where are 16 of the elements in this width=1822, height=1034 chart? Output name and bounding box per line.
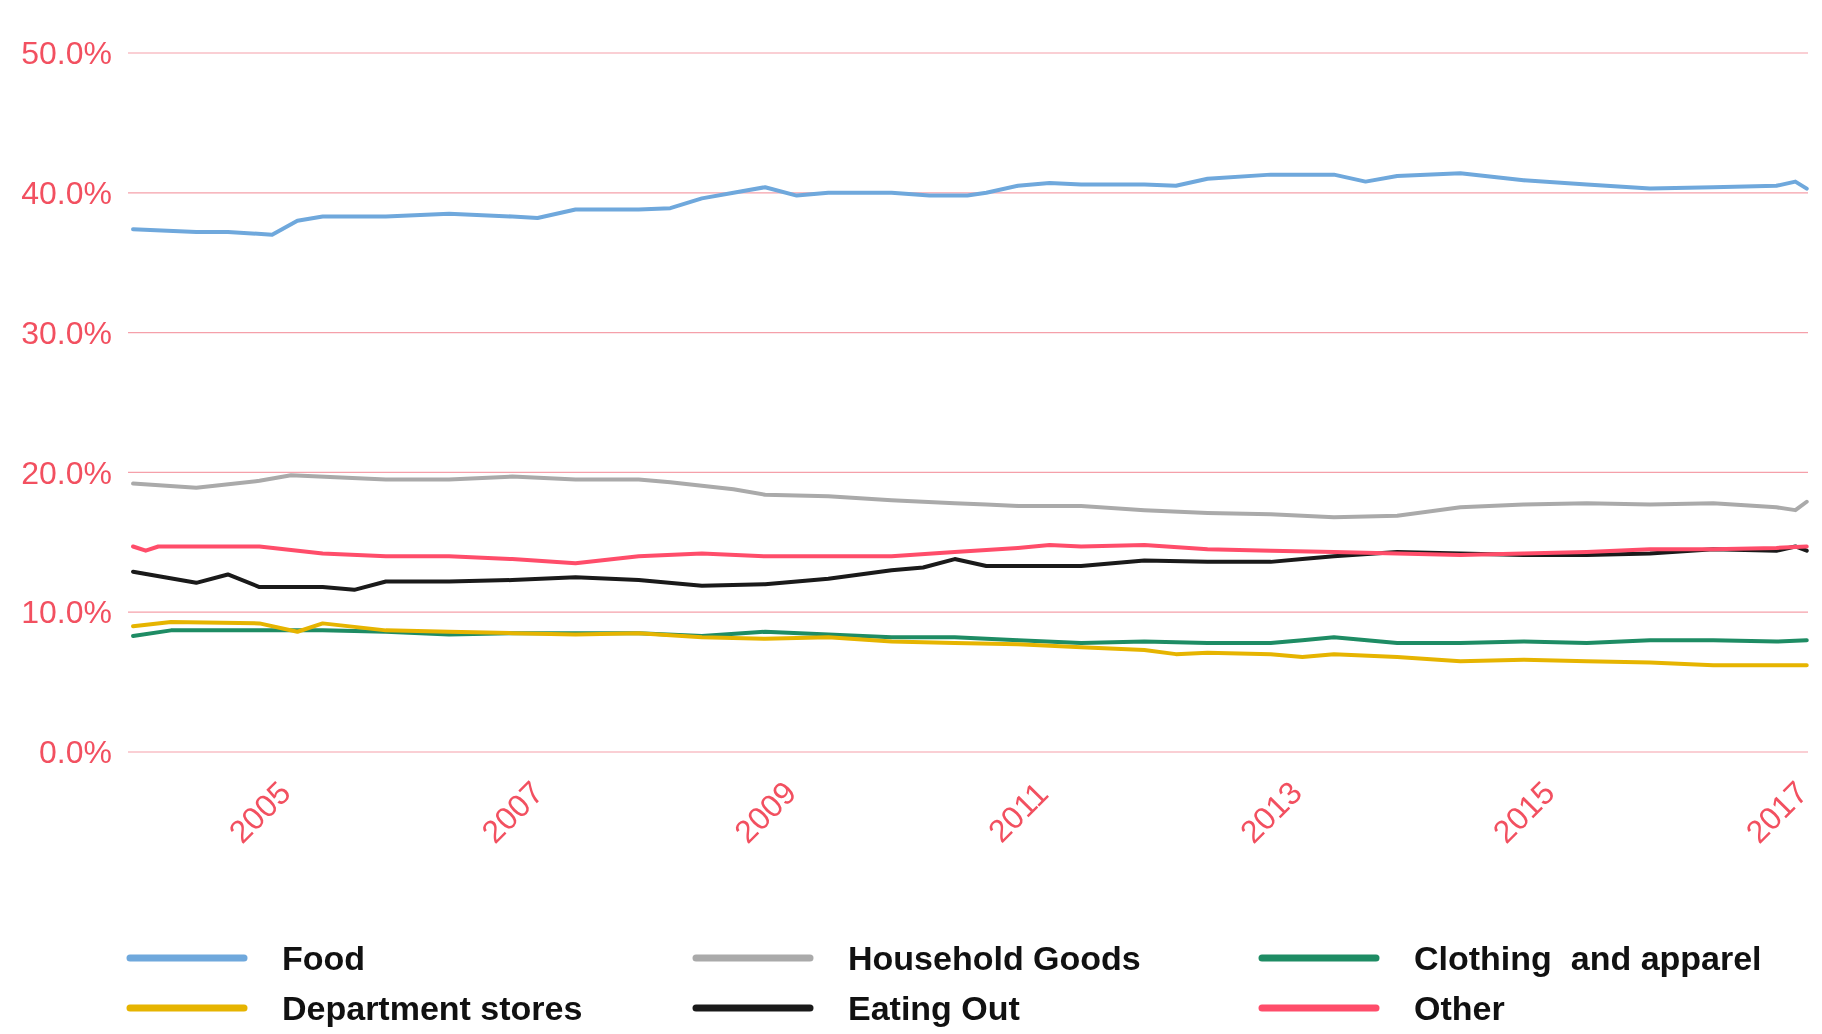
y-tick-label: 20.0%: [21, 454, 112, 491]
line-series: [131, 619, 1809, 668]
line-series: [131, 543, 1809, 566]
y-tick-label: 10.0%: [21, 594, 112, 631]
legend-label: Department stores: [282, 988, 583, 1027]
legend-label: Clothing and apparel: [1414, 938, 1762, 977]
line-series: [131, 171, 1809, 237]
y-tick-label: 30.0%: [21, 314, 112, 351]
y-tick-label: 0.0%: [39, 734, 112, 771]
legend-label: Other: [1414, 988, 1505, 1027]
y-tick-label: 40.0%: [21, 175, 112, 211]
legend-label: Food: [282, 938, 366, 977]
legend-label: Household Goods: [848, 938, 1141, 977]
line-series: [131, 473, 1809, 520]
y-tick-label: 50.0%: [21, 35, 112, 72]
legend-label: Eating Out: [848, 988, 1020, 1027]
